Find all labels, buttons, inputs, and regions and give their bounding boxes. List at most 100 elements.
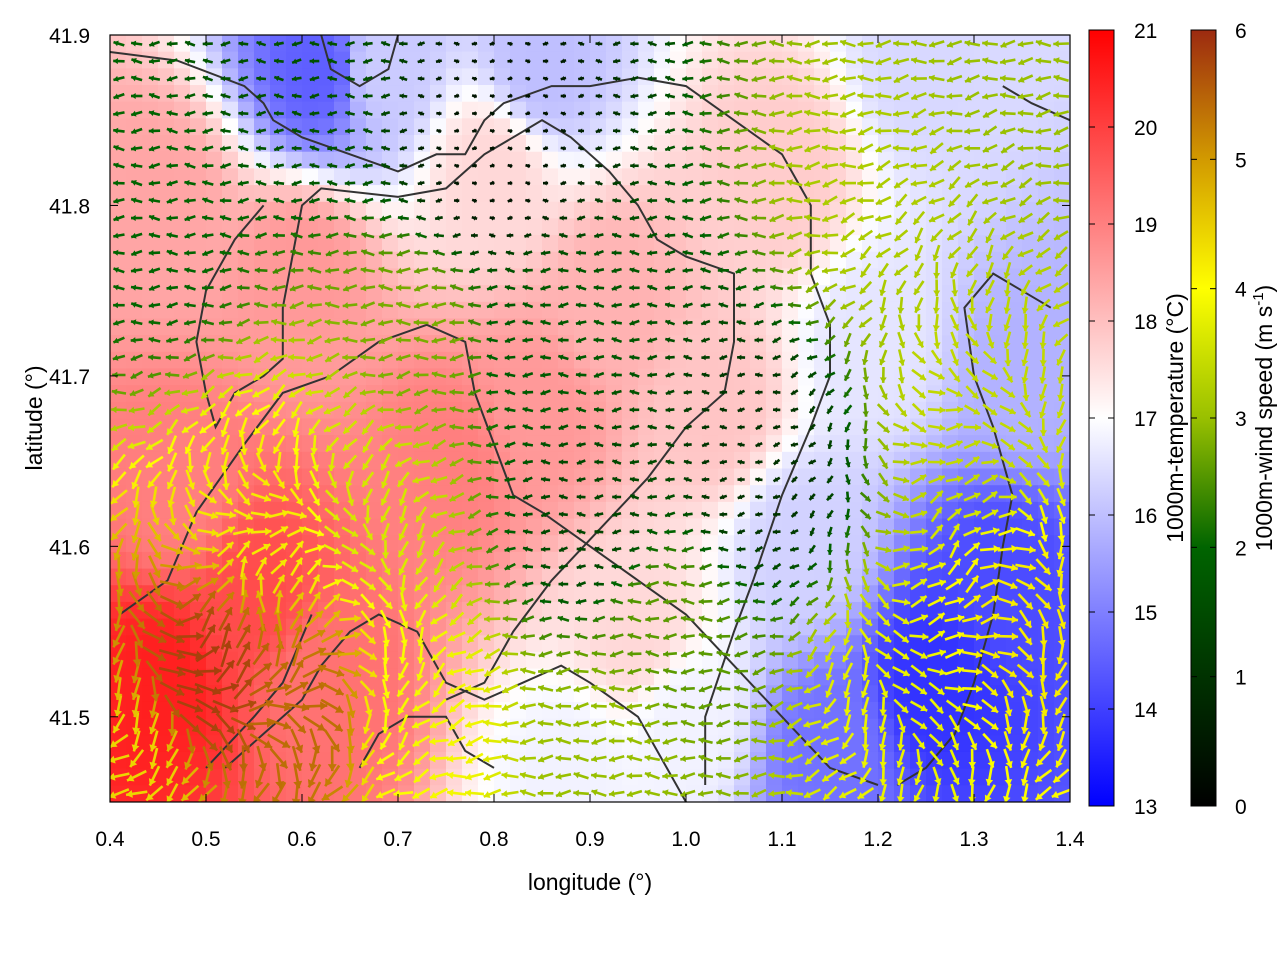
heatmap-cell	[430, 385, 447, 403]
heatmap-cell	[350, 635, 367, 653]
heatmap-cell	[126, 235, 143, 253]
heatmap-cell	[702, 485, 719, 503]
heatmap-cell	[286, 201, 303, 220]
heatmap-cell	[462, 185, 479, 203]
heatmap-cell	[718, 85, 735, 103]
heatmap-cell	[446, 218, 463, 236]
heatmap-cell	[382, 168, 399, 186]
heatmap-cell	[238, 285, 255, 303]
heatmap-cell	[590, 218, 607, 236]
heatmap-cell	[558, 451, 575, 470]
heatmap-cell	[830, 351, 847, 370]
heatmap-cell	[574, 585, 591, 603]
heatmap-cell	[542, 101, 559, 119]
heatmap-cell	[334, 101, 351, 119]
heatmap-cell	[766, 351, 783, 370]
heatmap-cell	[542, 735, 559, 753]
heatmap-cell	[606, 368, 623, 386]
heatmap-cell	[286, 351, 303, 370]
heatmap-cell	[1038, 668, 1055, 686]
heatmap-cell	[782, 618, 799, 636]
heatmap-cell	[542, 485, 559, 503]
heatmap-cell	[222, 285, 239, 303]
heatmap-cell	[494, 68, 511, 86]
heatmap-cell	[350, 135, 367, 153]
heatmap-cell	[222, 101, 239, 119]
heatmap-cell	[254, 335, 271, 353]
heatmap-cell	[174, 735, 191, 753]
heatmap-cell	[190, 35, 207, 53]
heatmap-cell	[318, 568, 335, 586]
heatmap-cell	[638, 251, 655, 270]
heatmap-cell	[462, 468, 479, 486]
heatmap-cell	[1054, 85, 1070, 103]
heatmap-cell	[366, 485, 383, 503]
heatmap-cell	[174, 68, 191, 86]
heatmap-cell	[494, 185, 511, 203]
heatmap-cell	[798, 335, 815, 353]
heatmap-cell	[510, 151, 527, 169]
heatmap-cell	[302, 651, 319, 670]
heatmap-cell	[814, 135, 831, 153]
heatmap-cell	[462, 201, 479, 220]
heatmap-cell	[478, 101, 495, 119]
heatmap-cell	[990, 618, 1007, 636]
heatmap-cell	[206, 251, 223, 270]
heatmap-cell	[238, 101, 255, 119]
heatmap-cell	[430, 168, 447, 186]
heatmap-cell	[702, 351, 719, 370]
heatmap-cell	[302, 268, 319, 286]
heatmap-cell	[638, 85, 655, 103]
heatmap-cell	[830, 368, 847, 386]
heatmap-cell	[318, 85, 335, 103]
heatmap-cell	[446, 618, 463, 636]
heatmap-cell	[158, 235, 175, 253]
heatmap-cell	[526, 218, 543, 236]
heatmap-cell	[494, 168, 511, 186]
heatmap-cell	[334, 635, 351, 653]
heatmap-cell	[302, 235, 319, 253]
heatmap-cell	[110, 501, 127, 520]
heatmap-cell	[446, 135, 463, 153]
heatmap-cell	[686, 485, 703, 503]
heatmap-cell	[638, 485, 655, 503]
heatmap-cell	[238, 568, 255, 586]
heatmap-cell	[734, 485, 751, 503]
heatmap-cell	[366, 301, 383, 320]
heatmap-cell	[558, 501, 575, 520]
heatmap-cell	[430, 85, 447, 103]
heatmap-cell	[1038, 418, 1055, 436]
heatmap-cell	[238, 268, 255, 286]
heatmap-cell	[142, 785, 159, 802]
heatmap-cell	[222, 85, 239, 103]
heatmap-cell	[654, 85, 671, 103]
heatmap-cell	[942, 268, 959, 286]
heatmap-cell	[238, 251, 255, 270]
heatmap-cell	[158, 85, 175, 103]
heatmap-cell	[638, 501, 655, 520]
heatmap-cell	[206, 201, 223, 220]
heatmap-cell	[462, 635, 479, 653]
heatmap-cell	[990, 318, 1007, 336]
heatmap-cell	[462, 68, 479, 86]
heatmap-cell	[366, 51, 383, 69]
heatmap-cell	[350, 51, 367, 69]
heatmap-cell	[686, 718, 703, 736]
heatmap-cell	[206, 768, 223, 786]
heatmap-cell	[142, 651, 159, 670]
heatmap-cell	[318, 485, 335, 503]
heatmap-cell	[510, 168, 527, 186]
heatmap-cell	[686, 101, 703, 119]
heatmap-cell	[670, 51, 687, 69]
heatmap-cell	[670, 368, 687, 386]
heatmap-cell	[270, 101, 287, 119]
heatmap-cell	[510, 218, 527, 236]
heatmap-cell	[334, 718, 351, 736]
heatmap-cell	[254, 268, 271, 286]
heatmap-cell	[494, 735, 511, 753]
heatmap-cell	[414, 735, 431, 753]
heatmap-cell	[526, 101, 543, 119]
heatmap-cell	[574, 251, 591, 270]
heatmap-cell	[462, 551, 479, 570]
heatmap-cell	[686, 501, 703, 520]
